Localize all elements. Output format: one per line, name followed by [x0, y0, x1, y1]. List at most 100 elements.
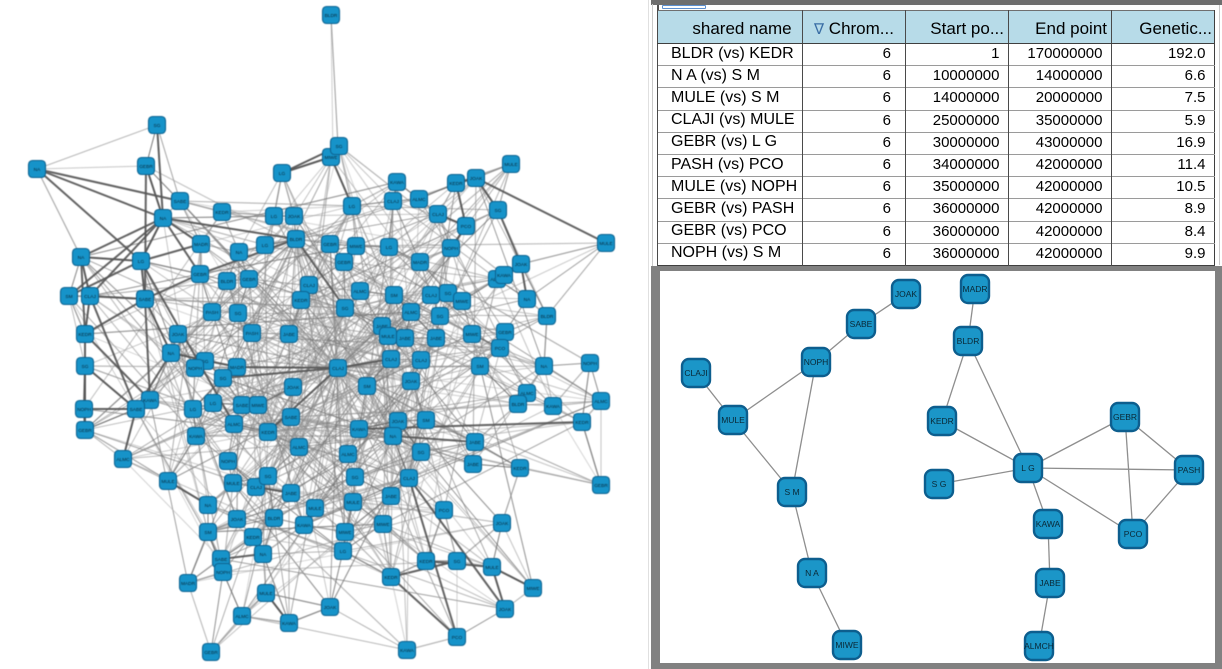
svg-text:SG: SG: [82, 364, 89, 370]
svg-text:LG: LG: [386, 245, 393, 251]
svg-text:SABE: SABE: [130, 407, 143, 413]
svg-text:BLDR: BLDR: [957, 336, 980, 346]
svg-text:ALMC: ALMC: [116, 457, 130, 463]
svg-text:JOAK: JOAK: [496, 521, 509, 527]
svg-text:JOAK: JOAK: [895, 289, 918, 299]
svg-text:S M: S M: [784, 487, 799, 497]
svg-text:SG: SG: [336, 144, 343, 150]
svg-text:BLDR: BLDR: [221, 279, 234, 285]
svg-text:S G: S G: [932, 479, 947, 489]
svg-text:KEDR: KEDR: [449, 181, 463, 187]
svg-text:CLAJ: CLAJ: [403, 476, 415, 482]
svg-text:BLDR: BLDR: [512, 402, 525, 408]
svg-text:NA: NA: [390, 434, 397, 440]
svg-text:JOAK: JOAK: [405, 379, 418, 385]
svg-text:NOPH: NOPH: [804, 357, 829, 367]
svg-text:CLAJ: CLAJ: [432, 212, 444, 218]
svg-text:MULE: MULE: [226, 481, 239, 487]
svg-text:ALMC: ALMC: [235, 614, 249, 620]
svg-text:KEDR: KEDR: [513, 466, 527, 472]
svg-text:PASH: PASH: [206, 310, 219, 316]
svg-text:MIWE: MIWE: [526, 586, 539, 592]
svg-text:NOPH: NOPH: [444, 246, 458, 252]
svg-text:GEBR: GEBR: [323, 242, 337, 248]
svg-text:KAWA: KAWA: [1036, 519, 1061, 529]
svg-text:NA: NA: [160, 216, 167, 222]
svg-text:JOAK: JOAK: [288, 214, 301, 220]
svg-text:JOAK: JOAK: [470, 176, 483, 182]
svg-text:ALMC: ALMC: [353, 289, 367, 295]
svg-text:MADR: MADR: [194, 242, 209, 248]
svg-text:SABE: SABE: [850, 319, 873, 329]
svg-text:NOPH: NOPH: [77, 407, 91, 413]
svg-text:MIWE: MIWE: [465, 332, 478, 338]
svg-text:CLAJ: CLAJ: [385, 357, 397, 363]
svg-text:MIWE: MIWE: [835, 640, 858, 650]
svg-text:NA: NA: [541, 364, 548, 370]
svg-text:JOAK: JOAK: [287, 385, 300, 391]
svg-text:MADR: MADR: [413, 260, 428, 266]
svg-text:MULE: MULE: [259, 591, 272, 597]
svg-text:PASH: PASH: [1178, 465, 1201, 475]
svg-text:NA: NA: [236, 250, 243, 256]
svg-text:MULE: MULE: [504, 162, 517, 168]
svg-text:PCO: PCO: [461, 224, 472, 230]
svg-text:JABE: JABE: [467, 462, 479, 468]
svg-text:SABE: SABE: [139, 297, 152, 303]
svg-text:KAWA: KAWA: [297, 523, 312, 529]
svg-text:ALMC: ALMC: [404, 310, 418, 316]
svg-text:SG: SG: [342, 306, 349, 312]
svg-text:SM: SM: [476, 364, 483, 370]
svg-text:LG: LG: [262, 243, 269, 249]
svg-text:NA: NA: [168, 351, 175, 357]
svg-text:N A: N A: [805, 568, 819, 578]
svg-text:KEDR: KEDR: [575, 420, 589, 426]
svg-text:MADR: MADR: [962, 284, 987, 294]
svg-text:JOAK: JOAK: [392, 419, 405, 425]
svg-text:NOPH: NOPH: [216, 570, 230, 576]
svg-text:SABE: SABE: [285, 415, 298, 421]
svg-text:NA: NA: [34, 167, 41, 173]
svg-text:NOPH: NOPH: [188, 366, 202, 372]
svg-text:GEBR: GEBR: [337, 260, 351, 266]
svg-text:PCO: PCO: [439, 508, 450, 514]
svg-text:MULE: MULE: [161, 479, 174, 485]
svg-text:JABE: JABE: [285, 491, 297, 497]
svg-text:SG: SG: [202, 359, 209, 365]
svg-text:SABE: SABE: [215, 557, 228, 563]
svg-text:LG: LG: [271, 214, 278, 220]
svg-text:GEBR: GEBR: [78, 428, 92, 434]
svg-text:PASH: PASH: [246, 331, 259, 337]
svg-text:KAWA: KAWA: [546, 404, 561, 410]
svg-text:KEDR: KEDR: [294, 298, 308, 304]
svg-text:NA: NA: [524, 297, 531, 303]
svg-text:MIWE: MIWE: [455, 299, 468, 305]
svg-text:KEDR: KEDR: [261, 430, 275, 436]
svg-text:GEBR: GEBR: [1113, 412, 1137, 422]
svg-text:MADR: MADR: [181, 581, 196, 587]
svg-text:ALMC: ALMC: [520, 391, 534, 397]
svg-text:PCO: PCO: [452, 635, 463, 641]
svg-text:SG: SG: [454, 559, 461, 565]
svg-text:SG: SG: [220, 376, 227, 382]
svg-text:JABE: JABE: [376, 324, 388, 330]
svg-text:CLAJ: CLAJ: [425, 293, 437, 299]
svg-text:MULE: MULE: [308, 506, 321, 512]
svg-text:ALMC: ALMC: [227, 422, 241, 428]
svg-text:MADR: MADR: [230, 365, 245, 371]
svg-text:ALMC: ALMC: [412, 197, 426, 203]
svg-text:KAWA: KAWA: [400, 648, 415, 654]
svg-text:CLAJ: CLAJ: [332, 366, 344, 372]
svg-text:SM: SM: [422, 418, 429, 424]
svg-text:MIWE: MIWE: [324, 155, 337, 161]
svg-text:ALMCH: ALMCH: [1024, 641, 1054, 651]
svg-text:SM: SM: [65, 294, 72, 300]
svg-text:MULE: MULE: [346, 500, 359, 506]
svg-text:BLDR: BLDR: [268, 516, 281, 522]
svg-text:MIWE: MIWE: [376, 522, 389, 528]
svg-text:KEDR: KEDR: [246, 535, 260, 541]
svg-text:SG: SG: [352, 475, 359, 481]
svg-text:NA: NA: [260, 552, 267, 558]
svg-text:SG: SG: [265, 474, 272, 480]
svg-text:LG: LG: [210, 401, 217, 407]
